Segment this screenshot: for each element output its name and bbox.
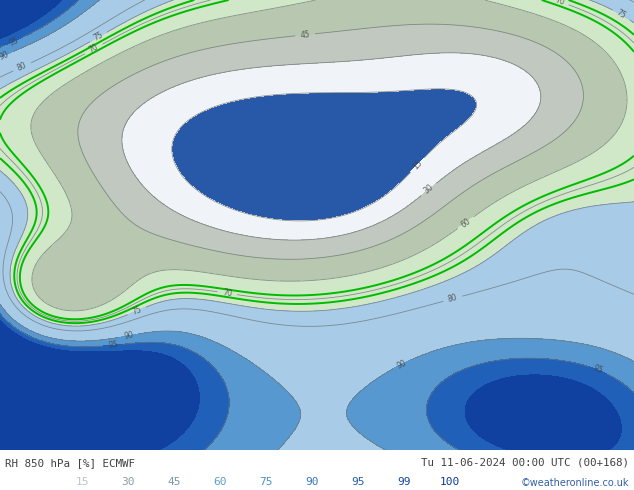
Text: 95: 95: [351, 477, 365, 487]
Text: 95: 95: [592, 364, 604, 376]
Text: 80: 80: [16, 61, 29, 73]
Text: 70: 70: [222, 288, 233, 298]
Text: 60: 60: [214, 477, 227, 487]
Text: 15: 15: [75, 477, 89, 487]
Text: 30: 30: [122, 477, 135, 487]
Text: ©weatheronline.co.uk: ©weatheronline.co.uk: [521, 478, 629, 488]
Text: 60: 60: [459, 216, 472, 229]
Text: 75: 75: [615, 8, 628, 21]
Text: 75: 75: [92, 30, 105, 43]
Text: 90: 90: [396, 358, 408, 370]
Text: 80: 80: [447, 293, 458, 304]
Text: 90: 90: [0, 49, 10, 61]
Text: 75: 75: [131, 305, 143, 317]
Text: 95: 95: [108, 340, 118, 350]
Text: 70: 70: [553, 0, 566, 7]
Text: 70: 70: [87, 43, 100, 55]
Text: 15: 15: [411, 158, 424, 172]
Text: 30: 30: [422, 183, 436, 196]
Text: 45: 45: [300, 30, 311, 40]
Text: 99: 99: [398, 477, 411, 487]
Text: 100: 100: [440, 477, 460, 487]
Text: 90: 90: [306, 477, 319, 487]
Text: 95: 95: [8, 35, 20, 48]
Text: 75: 75: [259, 477, 273, 487]
Text: Tu 11-06-2024 00:00 UTC (00+168): Tu 11-06-2024 00:00 UTC (00+168): [421, 458, 629, 468]
Text: 45: 45: [167, 477, 181, 487]
Text: RH 850 hPa [%] ECMWF: RH 850 hPa [%] ECMWF: [5, 458, 135, 468]
Text: 90: 90: [123, 330, 134, 341]
